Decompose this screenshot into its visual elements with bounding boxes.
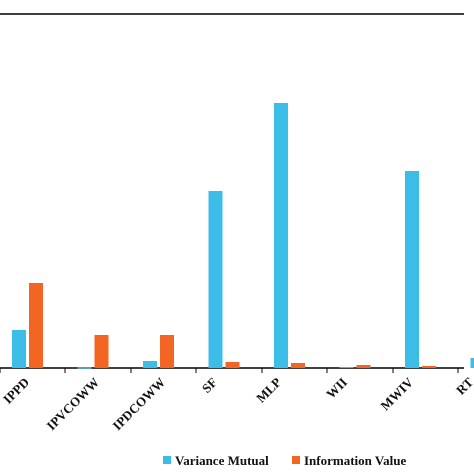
x-tick-label-mlp: MLP [253, 374, 284, 405]
x-tick-label-wii: WII [323, 375, 350, 402]
bar-variance-mutual-mwiv [405, 171, 419, 368]
legend-swatch-information-value [292, 456, 300, 464]
legend-label-information-value: Information Value [304, 453, 406, 468]
x-tick-label-ipdcoww: IPDCOWW [110, 375, 169, 434]
bar-variance-mutual-wii [339, 367, 354, 368]
legend-label-variance-mutual: Variance Mutual [175, 453, 269, 468]
bar-information-value-ipdcoww [160, 335, 174, 368]
bar-information-value-mwiv [422, 366, 436, 368]
x-tick-label-ipvcoww: IPVCOWW [44, 375, 103, 434]
bar-information-value-wii [356, 365, 371, 368]
x-tick-label-mwiv: MWIV [377, 374, 416, 413]
x-tick-label-sf: SF [199, 374, 220, 395]
x-tick-label-rt: RT [453, 374, 474, 397]
x-tick-labels: IPPD IPVCOWW IPDCOWW SF MLP WII MWIV RT [0, 374, 474, 433]
legend: Variance Mutual Information Value [163, 453, 406, 468]
bar-information-value-ipvcoww [94, 335, 109, 368]
bar-variance-mutual-sf [208, 191, 223, 368]
bar-information-value-mlp [291, 363, 305, 368]
bar-variance-mutual-ipdcoww [143, 361, 157, 368]
bar-variance-mutual-ipvcoww [77, 367, 92, 369]
bar-information-value-sf [225, 362, 240, 368]
bar-information-value-ippd [29, 283, 43, 368]
bar-variance-mutual-mlp [274, 103, 288, 368]
bars-group [12, 103, 474, 369]
legend-swatch-variance-mutual [163, 456, 171, 464]
bar-variance-mutual-ippd [12, 330, 26, 368]
x-tick-label-ippd: IPPD [0, 375, 32, 407]
plot-frame [0, 13, 464, 373]
bar-variance-mutual-rt [470, 358, 474, 368]
